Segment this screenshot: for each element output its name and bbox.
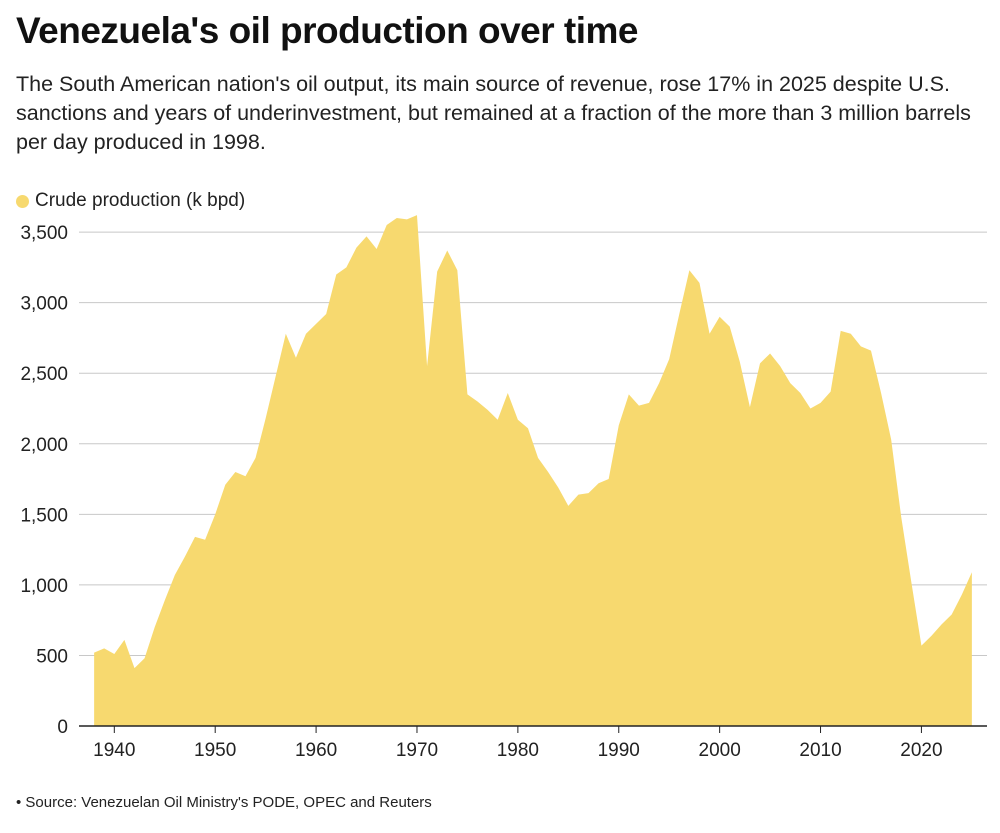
- x-tick-label: 2010: [799, 740, 841, 761]
- legend-swatch: [16, 194, 29, 208]
- x-tick-label: 1950: [194, 740, 236, 761]
- y-tick-label: 2,000: [20, 435, 68, 456]
- x-tick-label: 1970: [396, 740, 438, 761]
- y-tick-label: 1,000: [20, 576, 68, 597]
- x-tick-label: 1980: [497, 740, 539, 761]
- x-tick-label: 2000: [699, 740, 741, 761]
- y-tick-label: 500: [36, 646, 68, 667]
- y-tick-label: 3,000: [20, 294, 68, 315]
- y-tick-label: 3,500: [20, 223, 68, 244]
- production-area: [94, 215, 972, 726]
- x-tick-label: 1990: [598, 740, 640, 761]
- source-note: • Source: Venezuelan Oil Ministry's PODE…: [16, 794, 432, 811]
- y-tick-label: 1,500: [20, 505, 68, 526]
- y-tick-label: 0: [57, 717, 68, 738]
- legend: Crude production (k bpd): [16, 190, 245, 212]
- x-tick-label: 1960: [295, 740, 337, 761]
- legend-label: Crude production (k bpd): [35, 190, 246, 211]
- y-tick-label: 2,500: [20, 364, 68, 385]
- chart-title: Venezuela's oil production over time: [16, 10, 639, 51]
- chart-subtitle: The South American nation's oil output, …: [16, 72, 971, 154]
- x-tick-label: 1940: [93, 740, 135, 761]
- x-tick-label: 2020: [900, 740, 942, 761]
